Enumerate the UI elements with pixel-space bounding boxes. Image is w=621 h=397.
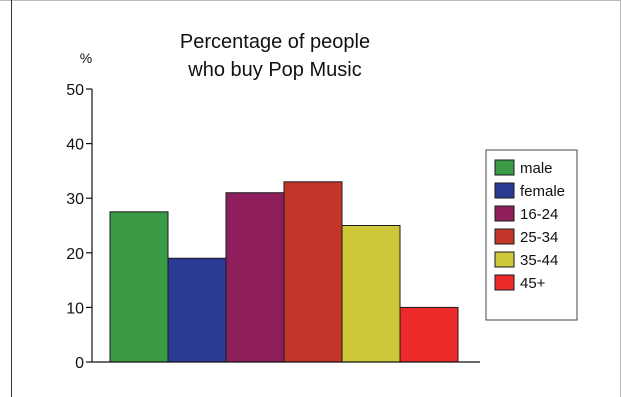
legend-label: female [520, 183, 565, 200]
legend-label: 45+ [520, 275, 546, 292]
y-tick-label: 20 [66, 246, 84, 263]
legend-swatch [494, 182, 515, 199]
frame-left-edge [11, 0, 12, 397]
legend-swatch [494, 159, 515, 176]
bar-45-plus [399, 306, 459, 363]
bar-female [167, 257, 227, 363]
bar-25-34 [283, 181, 343, 363]
legend-swatch [494, 274, 515, 291]
chart-title-line-1: Percentage of people [180, 31, 370, 53]
chart-title-line-2: who buy Pop Music [187, 59, 361, 81]
legend-swatch [494, 228, 515, 245]
y-tick-label: 10 [66, 300, 84, 317]
legend-label: 25-34 [520, 229, 558, 246]
legend-label: 16-24 [520, 206, 558, 223]
y-tick-label: 50 [66, 82, 84, 99]
y-axis-label: % [80, 50, 92, 66]
legend-label: 35-44 [520, 252, 558, 269]
legend-swatch [494, 205, 515, 222]
legend: male female 16-24 25-34 35-44 45+ [485, 149, 578, 321]
bars [109, 181, 459, 363]
legend-swatch [494, 251, 515, 268]
y-tick-label: 30 [66, 191, 84, 208]
y-tick-label: 40 [66, 137, 84, 154]
legend-label: male [520, 160, 553, 177]
bar-male [109, 211, 169, 363]
bar-35-44 [341, 225, 401, 363]
y-tick-label: 0 [75, 355, 84, 372]
legend-items: male female 16-24 25-34 35-44 45+ [494, 159, 565, 292]
y-axis: 0 10 20 30 40 50 [66, 82, 480, 372]
bar-16-24 [225, 192, 285, 363]
